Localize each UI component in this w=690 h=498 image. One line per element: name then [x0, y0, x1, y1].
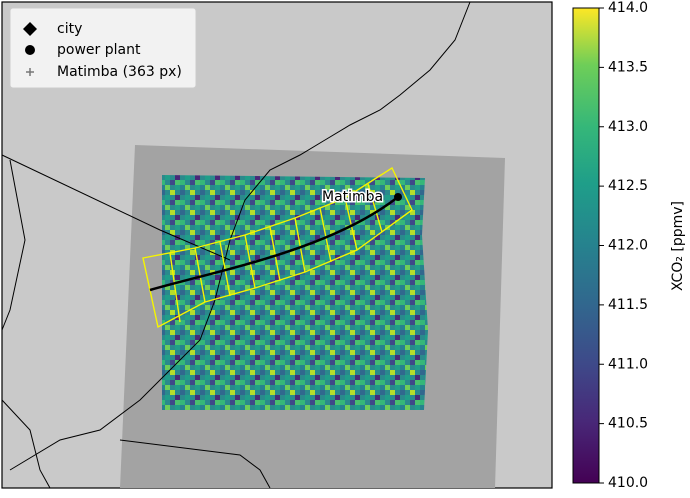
colorbar-tick-label: 410.0 — [608, 475, 648, 491]
colorbar-tick-label: 411.0 — [608, 356, 648, 372]
legend-entry: power plant — [57, 42, 141, 58]
annotation: Matimba — [322, 189, 383, 205]
colorbar-tick-label: 414.0 — [608, 0, 648, 16]
legend: city power plant Matimba (363 px) — [9, 7, 197, 89]
legend-box — [9, 7, 197, 89]
map: Matimba city power plant Matimba (363 px… — [1, 1, 553, 489]
legend-marker — [23, 22, 37, 36]
legend-entry: Matimba (363 px) — [57, 64, 182, 80]
colorbar-tick-label: 412.0 — [608, 238, 648, 254]
colorbar-label: XCO₂ [ppmv] — [670, 201, 686, 291]
borders — [1, 1, 471, 489]
legend-marker — [25, 45, 35, 55]
colorbar-tick-label: 412.5 — [608, 178, 648, 194]
colorbar — [572, 7, 600, 484]
colorbar-tick-label: 410.5 — [608, 416, 648, 432]
legend-marker — [26, 68, 34, 76]
legend-entry: city — [57, 21, 82, 37]
pixel-field — [162, 175, 428, 410]
power-plant-marker — [394, 193, 402, 201]
colorbar-tick-label: 413.0 — [608, 119, 648, 135]
colorbar-tick-label: 413.5 — [608, 59, 648, 75]
colorbar-tick-label: 411.5 — [608, 297, 648, 313]
plume-centerline — [149, 196, 399, 292]
